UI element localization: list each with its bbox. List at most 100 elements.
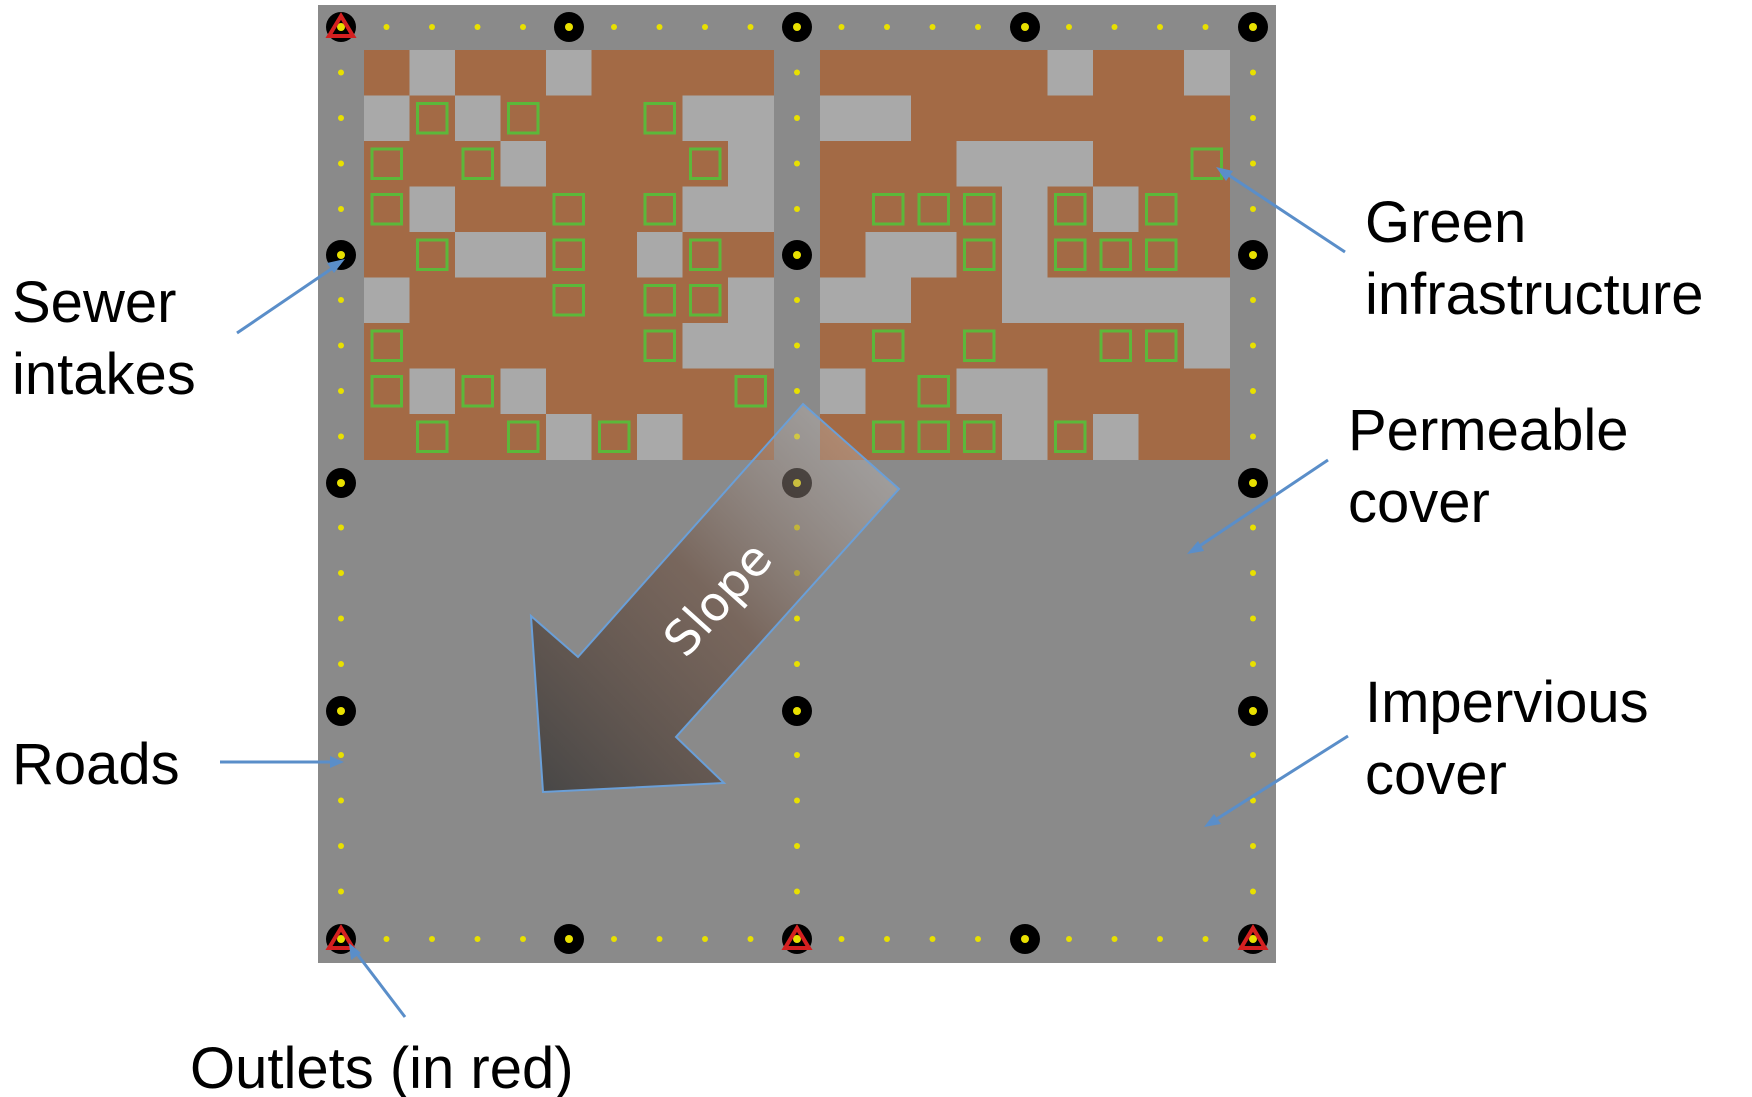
road-dot <box>838 24 845 30</box>
road-dot <box>794 615 800 622</box>
land-cover-cells <box>364 50 1230 460</box>
sewer-intake-center <box>1249 935 1257 943</box>
sewer-intake-center <box>337 479 345 487</box>
green-infrastructure-square <box>643 102 676 135</box>
leader-green <box>1223 170 1346 254</box>
impervious-cell <box>956 368 1003 415</box>
green-infrastructure-square <box>552 284 585 317</box>
label-sewer-line1: Sewer <box>12 270 176 335</box>
green-infrastructure-square <box>689 238 722 271</box>
impervious-cell <box>1047 277 1094 324</box>
road-dot <box>474 24 481 30</box>
sewer-intake-center <box>793 23 801 31</box>
green-infrastructure-square <box>552 193 585 226</box>
leader-lines <box>220 167 1349 1018</box>
permeable-cell <box>1093 141 1139 187</box>
permeable-cell <box>1002 323 1048 369</box>
road-dot <box>338 206 344 212</box>
road-dot <box>794 342 800 349</box>
leader-impervious <box>1211 734 1349 824</box>
permeable-cell <box>820 186 866 233</box>
road-dot <box>1250 297 1256 303</box>
impervious-cell <box>364 95 410 142</box>
permeable-cell <box>1093 95 1139 142</box>
road-dot <box>383 24 390 30</box>
impervious-cell <box>728 141 774 187</box>
green-infrastructure-square <box>917 193 950 226</box>
permeable-cell <box>1184 232 1230 278</box>
permeable-cell <box>591 368 638 415</box>
road-dot <box>794 888 800 895</box>
road-dot <box>794 115 800 121</box>
leader-permeable <box>1194 458 1329 551</box>
permeable-cell <box>1047 95 1094 142</box>
slope-arrow-shape <box>529 402 901 794</box>
permeable-cell <box>546 368 592 415</box>
permeable-cell <box>820 232 866 278</box>
impervious-cell <box>1002 277 1048 324</box>
road-dot <box>794 752 800 758</box>
permeable-cell <box>911 277 957 324</box>
impervious-cell <box>1184 277 1230 324</box>
impervious-cell <box>409 50 456 96</box>
impervious-cell <box>1047 141 1094 187</box>
road-dot <box>1250 843 1256 849</box>
road-dot <box>794 843 800 849</box>
green-infrastructure-square <box>552 238 585 271</box>
road-dot <box>1066 936 1072 942</box>
permeable-cell <box>820 323 866 369</box>
road-dot <box>1250 888 1256 895</box>
road-dot <box>1250 115 1256 121</box>
green-infrastructure-square <box>963 238 996 271</box>
leader-outlets <box>352 949 407 1018</box>
impervious-cell <box>500 368 547 415</box>
permeable-cell <box>455 414 501 460</box>
sewer-intake-center <box>337 251 345 259</box>
permeable-cell <box>820 50 866 96</box>
green-infrastructure-square <box>416 420 449 453</box>
sewer-intake-center <box>1021 23 1029 31</box>
green-infrastructure-square <box>643 193 676 226</box>
impervious-cell <box>865 232 912 278</box>
permeable-cell <box>455 186 501 233</box>
impervious-cell <box>364 277 410 324</box>
impervious-cell <box>820 277 866 324</box>
sewer-intake-center <box>1249 707 1257 715</box>
road-dot <box>838 936 845 942</box>
green-infrastructure-square <box>370 147 403 180</box>
permeable-cell <box>1184 95 1230 142</box>
impervious-cell <box>637 414 683 460</box>
impervious-cell <box>409 186 456 233</box>
permeable-cell <box>364 232 410 278</box>
road-dot <box>1250 661 1256 667</box>
road-dot <box>1250 797 1256 804</box>
impervious-cell <box>546 50 592 96</box>
label-green-line2: infrastructure <box>1365 262 1703 327</box>
sewer-intake-center <box>793 707 801 715</box>
impervious-cell <box>1184 50 1230 96</box>
road-dot <box>338 843 344 849</box>
road-dot <box>1250 69 1256 76</box>
road-dot <box>1111 936 1118 942</box>
label-green-line1: Green <box>1365 190 1526 255</box>
permeable-cell <box>455 50 501 96</box>
green-infrastructure-square <box>734 375 767 408</box>
label-impervious-line1: Impervious <box>1365 670 1649 735</box>
road-dot <box>1157 936 1163 942</box>
green-infrastructure-square <box>461 147 494 180</box>
outlet-icon <box>325 924 357 950</box>
permeable-cell <box>865 141 912 187</box>
green-infrastructure-square <box>416 238 449 271</box>
impervious-cell <box>728 95 774 142</box>
impervious-cell <box>455 232 501 278</box>
road-dot <box>338 524 344 531</box>
road-dot <box>338 115 344 121</box>
green-infrastructure-square <box>1145 329 1178 362</box>
impervious-cell <box>865 277 912 324</box>
impervious-cell <box>1093 277 1139 324</box>
permeable-cell <box>591 232 638 278</box>
label-permeable-line2: cover <box>1348 470 1490 535</box>
permeable-cell <box>591 50 638 96</box>
permeable-cell <box>682 368 729 415</box>
